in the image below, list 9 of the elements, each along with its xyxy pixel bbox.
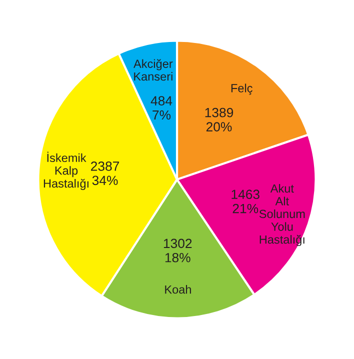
data-label: 1463 21% xyxy=(232,190,260,214)
slice-label: Akciğer Kanseri xyxy=(134,59,173,81)
data-label: 2387 34% xyxy=(91,162,120,186)
data-label: 484 7% xyxy=(150,96,172,120)
data-label: 1302 18% xyxy=(164,238,192,262)
slice-label: Felç xyxy=(231,84,252,95)
slice-label: İskemik Kalp Hastalığı xyxy=(44,152,88,190)
slice-label: Koah xyxy=(165,285,191,294)
data-label: 1389 20% xyxy=(205,108,234,132)
